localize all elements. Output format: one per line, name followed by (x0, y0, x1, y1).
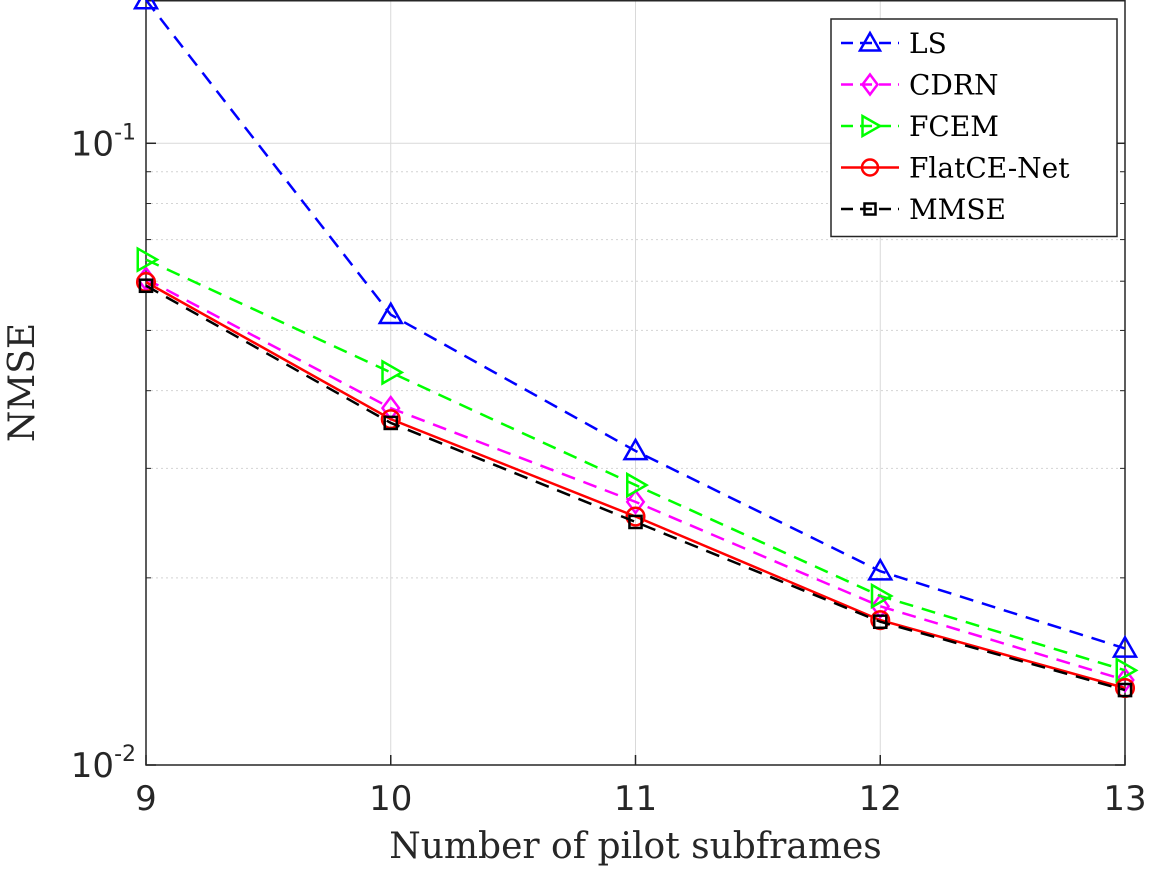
data-point-mmse (138, 278, 154, 294)
axis-ticks: 9 10 11 12 13 10-1 10-2 (71, 120, 1147, 819)
y-tick-label: 10-1 (71, 120, 136, 164)
data-point-ls (622, 437, 649, 461)
legend-label-flatce-net: FlatCE-Net (909, 152, 1070, 185)
x-axis-label: Number of pilot subframes (389, 826, 882, 867)
data-point-fcem (870, 582, 894, 610)
legend-entry-fcem: FCEM (841, 110, 999, 143)
data-point-fcem (626, 471, 650, 499)
y-tick-label: 10-2 (71, 742, 136, 786)
data-point-fcem (1115, 657, 1139, 684)
data-point-cdrn (1115, 666, 1135, 694)
legend-marker-cdrn (860, 72, 880, 97)
series-fcem (136, 246, 1139, 684)
data-point-flatce-net (625, 506, 646, 527)
data-point-mmse (628, 514, 643, 530)
data-point-ls (377, 301, 404, 325)
y-axis-label: NMSE (2, 323, 43, 442)
data-point-cdrn (625, 488, 646, 515)
legend-entry-flatce-net: FlatCE-Net (841, 152, 1070, 185)
legend-entry-cdrn: CDRN (841, 69, 998, 102)
data-point-mmse (383, 415, 399, 431)
legend-marker-ls (857, 30, 883, 52)
data-point-ls (132, 0, 160, 10)
series-ls (132, 0, 1139, 658)
x-tick-label: 13 (1103, 779, 1146, 819)
legend-marker-mmse (863, 202, 877, 216)
legend-entry-ls: LS (841, 27, 947, 60)
legend-entry-mmse: MMSE (841, 193, 1006, 226)
legend-label-cdrn: CDRN (909, 69, 998, 102)
legend-marker-flatce-net (860, 158, 880, 177)
legend-label-ls: LS (909, 27, 947, 60)
legend-label-mmse: MMSE (909, 193, 1006, 226)
legend-marker-fcem (861, 113, 883, 139)
x-tick-label: 10 (369, 779, 412, 819)
series-line-cdrn (145, 277, 1126, 682)
data-point-fcem (381, 359, 405, 386)
legend-label-fcem: FCEM (909, 110, 999, 143)
data-point-mmse (1117, 682, 1133, 698)
series-cdrn (136, 265, 1135, 694)
x-tick-label: 12 (859, 779, 902, 819)
series-line-ls (145, 0, 1126, 650)
x-tick-label: 9 (135, 779, 157, 819)
x-tick-label: 11 (614, 779, 657, 819)
data-point-mmse (872, 614, 888, 630)
data-point-fcem (136, 246, 160, 273)
series-line-fcem (145, 258, 1126, 672)
series-line-mmse (145, 284, 1126, 692)
series-mmse (138, 278, 1133, 698)
data-point-cdrn (870, 593, 891, 620)
data-point-ls (867, 557, 894, 581)
legend: LS CDRN FCEM FlatCE-Net MMSE (830, 18, 1118, 238)
data-point-ls (1111, 634, 1139, 658)
series-group (132, 0, 1139, 699)
